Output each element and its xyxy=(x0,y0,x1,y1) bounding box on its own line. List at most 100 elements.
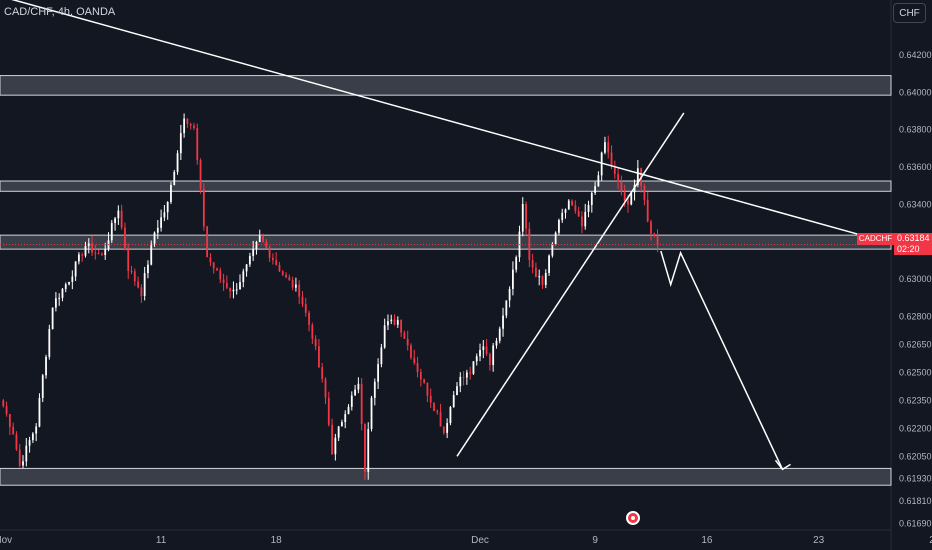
candle-body xyxy=(419,372,422,380)
candle-body xyxy=(600,152,603,176)
y-tick-label: 0.64000 xyxy=(899,87,932,97)
economic-event-icon[interactable] xyxy=(626,511,640,525)
candle-body xyxy=(196,128,199,161)
candle-body xyxy=(636,168,639,185)
candle-body xyxy=(58,297,61,299)
candle-body xyxy=(245,264,248,272)
candle-body xyxy=(525,203,527,229)
candle-body xyxy=(176,153,179,172)
trendline-0 xyxy=(11,0,865,237)
candle-body xyxy=(511,269,514,289)
candle-body xyxy=(291,280,294,288)
candle-body xyxy=(206,226,209,258)
candle-body xyxy=(587,204,590,212)
candle-body xyxy=(225,282,228,288)
candle-body xyxy=(617,174,620,182)
support-resistance-zones[interactable] xyxy=(0,75,892,486)
candle-body xyxy=(275,260,278,265)
candle-body xyxy=(294,284,297,288)
symbol-price-tag: CADCHF xyxy=(857,233,894,245)
candle-body xyxy=(18,449,21,466)
projection-arrow[interactable] xyxy=(660,250,791,471)
candle-body xyxy=(64,284,67,289)
candle-body xyxy=(373,381,376,398)
symbol-title: CAD/CHF, 4h, OANDA xyxy=(4,6,116,18)
candle-body xyxy=(446,423,449,433)
candle-body xyxy=(541,276,544,285)
x-tick-label: Nov xyxy=(0,535,12,546)
candle-body xyxy=(298,284,301,297)
candle-body xyxy=(347,406,350,415)
candle-body xyxy=(538,276,541,278)
candle-body xyxy=(5,405,8,415)
x-tick-label: 2025 xyxy=(929,535,932,546)
candle-body xyxy=(367,428,370,472)
candle-body xyxy=(15,434,18,450)
candle-body xyxy=(308,312,310,325)
candle-body xyxy=(350,395,353,407)
candle-body xyxy=(281,271,284,275)
candle-body xyxy=(91,243,93,253)
candle-body xyxy=(117,210,120,219)
candle-body xyxy=(278,264,281,272)
candlesticks[interactable] xyxy=(2,113,659,480)
candle-body xyxy=(78,254,80,262)
y-tick-label: 0.62500 xyxy=(899,367,932,377)
candle-body xyxy=(502,315,504,329)
candle-body xyxy=(31,433,34,441)
candle-body xyxy=(74,261,77,277)
candle-body xyxy=(485,346,488,355)
candle-body xyxy=(439,412,442,427)
candle-body xyxy=(212,262,215,269)
candle-body xyxy=(94,252,97,254)
candle-body xyxy=(81,254,84,256)
y-tick-label: 0.62350 xyxy=(899,395,932,405)
x-tick-label: 9 xyxy=(592,535,598,546)
candle-body xyxy=(604,142,606,153)
y-tick-label: 0.64200 xyxy=(899,50,932,60)
candle-body xyxy=(120,210,123,228)
candle-body xyxy=(166,201,169,213)
candle-body xyxy=(462,376,465,378)
x-tick-label: 16 xyxy=(701,535,713,546)
candle-body xyxy=(331,424,333,455)
candle-body xyxy=(528,228,531,261)
candle-body xyxy=(101,253,103,255)
candle-body xyxy=(110,222,113,241)
candle-body xyxy=(301,296,304,305)
candle-body xyxy=(610,152,613,167)
candle-body xyxy=(472,361,475,374)
bar-countdown: 02:20 xyxy=(897,244,920,254)
candle-body xyxy=(459,376,462,387)
candle-body xyxy=(271,257,274,261)
candle-body xyxy=(288,277,291,281)
y-tick-label: 0.63400 xyxy=(899,199,932,209)
candle-body xyxy=(124,227,126,250)
candle-body xyxy=(239,282,241,290)
candle-body xyxy=(571,200,573,206)
trendlines[interactable] xyxy=(0,0,865,457)
candle-body xyxy=(255,242,258,249)
candle-body xyxy=(508,288,511,301)
candle-body xyxy=(613,166,616,175)
candle-body xyxy=(548,255,550,273)
candle-body xyxy=(554,232,557,245)
candle-body xyxy=(584,211,587,227)
candle-body xyxy=(258,235,261,243)
candle-body xyxy=(54,298,57,308)
x-tick-label: 11 xyxy=(156,535,167,546)
candle-body xyxy=(265,241,268,248)
candle-body xyxy=(495,340,498,346)
candle-body xyxy=(143,273,146,296)
currency-button[interactable]: CHF xyxy=(893,3,926,23)
candle-body xyxy=(627,200,629,205)
last-price-value: 0.63184 xyxy=(897,233,930,243)
x-tick-label: Dec xyxy=(471,535,489,546)
candle-body xyxy=(594,186,597,193)
candle-body xyxy=(469,372,472,374)
x-tick-label: 23 xyxy=(813,535,825,546)
candle-body xyxy=(521,203,524,232)
candle-body xyxy=(45,356,47,376)
candle-body xyxy=(620,181,623,193)
